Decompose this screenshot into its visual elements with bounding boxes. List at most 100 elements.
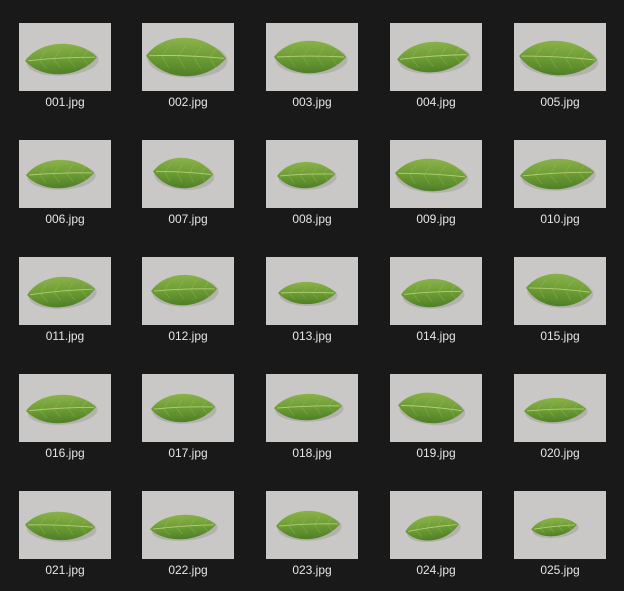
image-thumbnail[interactable] xyxy=(142,140,234,208)
file-name-label: 005.jpg xyxy=(540,95,580,109)
leaf-photo-icon xyxy=(274,40,348,75)
image-thumbnail[interactable] xyxy=(514,257,606,325)
file-item[interactable]: 024.jpg xyxy=(381,491,491,591)
image-thumbnail[interactable] xyxy=(514,491,606,559)
file-name-label: 018.jpg xyxy=(292,446,332,460)
image-thumbnail[interactable] xyxy=(266,257,358,325)
file-name-label: 009.jpg xyxy=(416,212,456,226)
file-name-label: 016.jpg xyxy=(45,446,85,460)
image-thumbnail[interactable] xyxy=(390,374,482,442)
file-name-label: 022.jpg xyxy=(168,563,208,577)
image-thumbnail[interactable] xyxy=(266,374,358,442)
image-thumbnail[interactable] xyxy=(390,491,482,559)
file-item[interactable]: 003.jpg xyxy=(257,23,367,123)
file-item[interactable]: 025.jpg xyxy=(505,491,615,591)
image-thumbnail[interactable] xyxy=(266,491,358,559)
file-name-label: 021.jpg xyxy=(45,563,85,577)
file-item[interactable]: 006.jpg xyxy=(10,140,120,240)
file-item[interactable]: 017.jpg xyxy=(133,374,243,474)
leaf-photo-icon xyxy=(274,393,344,422)
file-item[interactable]: 012.jpg xyxy=(133,257,243,357)
leaf-photo-icon xyxy=(526,273,594,308)
file-item[interactable]: 004.jpg xyxy=(381,23,491,123)
image-thumbnail[interactable] xyxy=(514,23,606,91)
file-name-label: 015.jpg xyxy=(540,329,580,343)
leaf-photo-icon xyxy=(151,274,219,307)
leaf-photo-icon xyxy=(405,515,461,543)
image-thumbnail[interactable] xyxy=(390,140,482,208)
image-thumbnail[interactable] xyxy=(514,374,606,442)
leaf-photo-icon xyxy=(27,276,97,309)
leaf-photo-icon xyxy=(26,159,96,190)
file-name-label: 008.jpg xyxy=(292,212,332,226)
leaf-photo-icon xyxy=(25,43,99,76)
file-item[interactable]: 023.jpg xyxy=(257,491,367,591)
file-item[interactable]: 007.jpg xyxy=(133,140,243,240)
image-thumbnail[interactable] xyxy=(19,23,111,91)
file-item[interactable]: 005.jpg xyxy=(505,23,615,123)
leaf-photo-icon xyxy=(151,393,217,424)
file-name-label: 012.jpg xyxy=(168,329,208,343)
file-item[interactable]: 014.jpg xyxy=(381,257,491,357)
file-item[interactable]: 002.jpg xyxy=(133,23,243,123)
file-item[interactable]: 009.jpg xyxy=(381,140,491,240)
image-thumbnail[interactable] xyxy=(390,257,482,325)
leaf-photo-icon xyxy=(25,511,97,542)
leaf-photo-icon xyxy=(277,161,337,190)
image-thumbnail[interactable] xyxy=(142,23,234,91)
file-name-label: 023.jpg xyxy=(292,563,332,577)
file-name-label: 013.jpg xyxy=(292,329,332,343)
leaf-photo-icon xyxy=(524,397,588,424)
image-thumbnail[interactable] xyxy=(142,257,234,325)
file-name-label: 010.jpg xyxy=(540,212,580,226)
file-name-label: 003.jpg xyxy=(292,95,332,109)
file-name-label: 019.jpg xyxy=(416,446,456,460)
image-thumbnail[interactable] xyxy=(19,374,111,442)
leaf-photo-icon xyxy=(26,394,98,425)
file-name-label: 011.jpg xyxy=(45,329,85,343)
image-thumbnail[interactable] xyxy=(19,257,111,325)
file-item[interactable]: 010.jpg xyxy=(505,140,615,240)
file-item[interactable]: 001.jpg xyxy=(10,23,120,123)
image-thumbnail[interactable] xyxy=(142,374,234,442)
file-item[interactable]: 021.jpg xyxy=(10,491,120,591)
leaf-photo-icon xyxy=(531,517,579,539)
leaf-photo-icon xyxy=(276,510,342,541)
leaf-photo-icon xyxy=(401,278,465,309)
image-thumbnail[interactable] xyxy=(266,140,358,208)
file-name-label: 024.jpg xyxy=(416,563,456,577)
file-item[interactable]: 011.jpg xyxy=(10,257,120,357)
file-name-label: 001.jpg xyxy=(45,95,85,109)
leaf-photo-icon xyxy=(153,157,215,190)
image-thumbnail[interactable] xyxy=(19,140,111,208)
file-item[interactable]: 013.jpg xyxy=(257,257,367,357)
image-thumbnail[interactable] xyxy=(390,23,482,91)
image-thumbnail[interactable] xyxy=(514,140,606,208)
file-name-label: 002.jpg xyxy=(168,95,208,109)
file-item[interactable]: 019.jpg xyxy=(381,374,491,474)
file-item[interactable]: 015.jpg xyxy=(505,257,615,357)
leaf-photo-icon xyxy=(520,158,596,191)
file-name-label: 025.jpg xyxy=(540,563,580,577)
file-name-label: 020.jpg xyxy=(540,446,580,460)
file-item[interactable]: 020.jpg xyxy=(505,374,615,474)
leaf-photo-icon xyxy=(395,158,469,193)
file-name-label: 006.jpg xyxy=(45,212,85,226)
file-item[interactable]: 016.jpg xyxy=(10,374,120,474)
file-name-label: 007.jpg xyxy=(168,212,208,226)
leaf-photo-icon xyxy=(150,514,218,541)
file-item[interactable]: 022.jpg xyxy=(133,491,243,591)
file-item[interactable]: 008.jpg xyxy=(257,140,367,240)
leaf-photo-icon xyxy=(397,41,471,74)
leaf-photo-icon xyxy=(146,37,228,78)
leaf-photo-icon xyxy=(278,281,338,306)
image-thumbnail[interactable] xyxy=(19,491,111,559)
file-item[interactable]: 018.jpg xyxy=(257,374,367,474)
image-thumbnail[interactable] xyxy=(266,23,358,91)
file-name-label: 017.jpg xyxy=(168,446,208,460)
file-name-label: 014.jpg xyxy=(416,329,456,343)
image-thumbnail[interactable] xyxy=(142,491,234,559)
file-name-label: 004.jpg xyxy=(416,95,456,109)
leaf-photo-icon xyxy=(398,392,466,426)
